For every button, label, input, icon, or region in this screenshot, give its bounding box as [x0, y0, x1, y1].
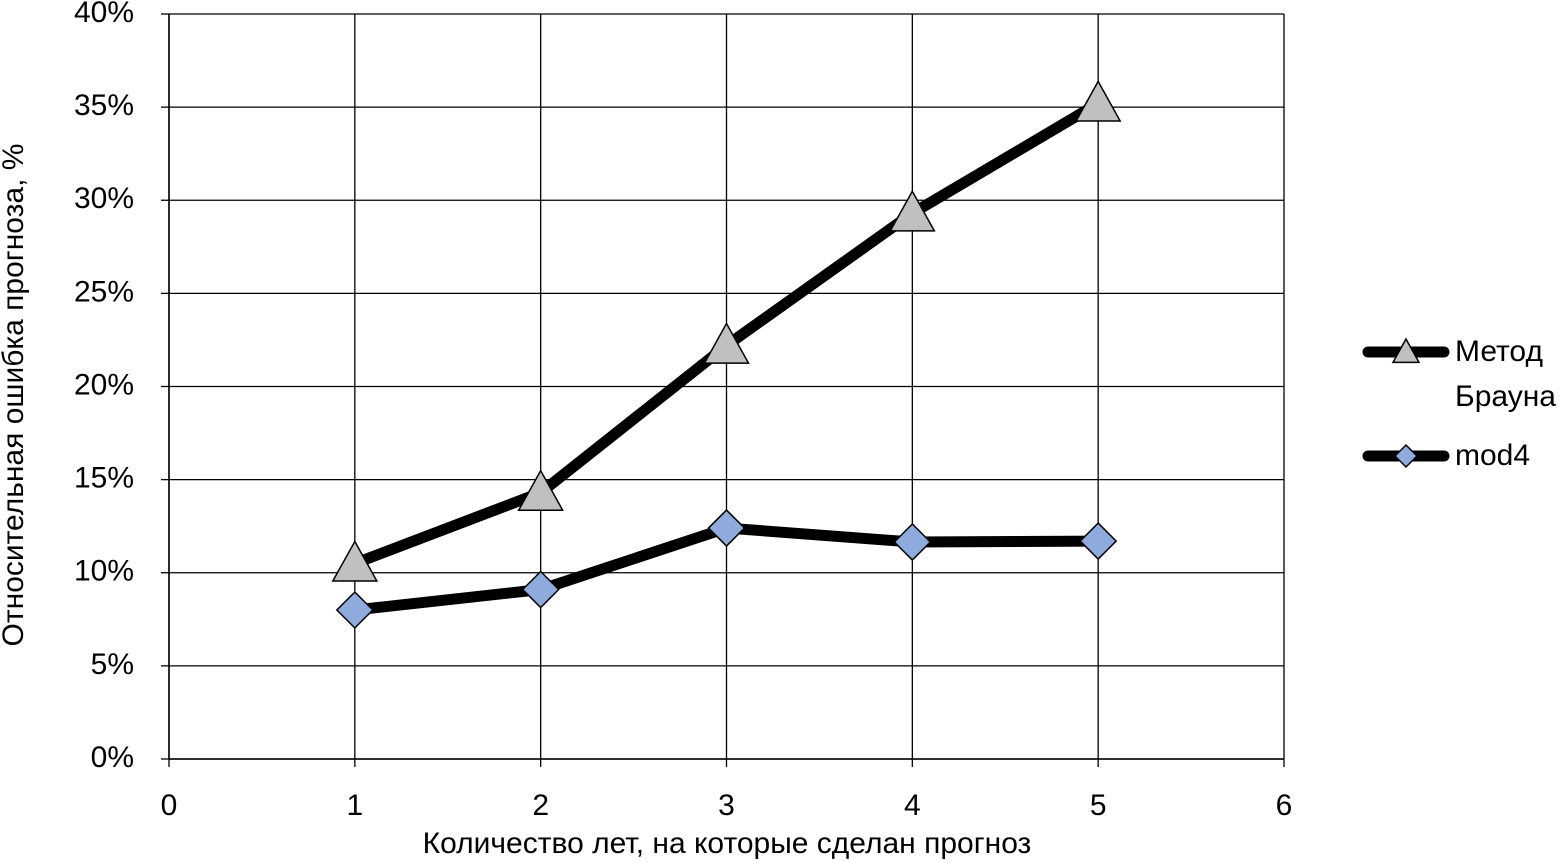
- marker: [893, 522, 932, 562]
- legend-label: Метод Брауна: [1455, 335, 1556, 413]
- y-tick-label: 10%: [74, 555, 134, 588]
- marker: [521, 570, 560, 609]
- x-tick-label: 2: [532, 789, 549, 822]
- legend-marker: [1393, 443, 1419, 469]
- x-axis-title: Количество лет, на которые сделан прогно…: [423, 827, 1032, 860]
- y-tick-label: 15%: [74, 462, 134, 495]
- y-axis-title: Относительная ошибка прогноза, %: [0, 144, 30, 647]
- marker: [517, 469, 564, 512]
- y-tick-label: 35%: [74, 89, 134, 122]
- y-tick-label: 30%: [74, 182, 134, 215]
- x-tick-label: 5: [1090, 789, 1107, 822]
- marker: [707, 508, 746, 548]
- marker: [889, 189, 936, 232]
- marker: [1074, 79, 1122, 122]
- x-tick-label: 4: [904, 789, 921, 822]
- y-tick-label: 25%: [74, 275, 134, 308]
- x-tick-label: 1: [346, 789, 363, 822]
- marker: [331, 539, 379, 582]
- legend-label: mod4: [1455, 439, 1531, 472]
- x-tick-label: 0: [161, 789, 178, 822]
- y-tick-label: 40%: [74, 0, 134, 29]
- marker: [335, 590, 374, 630]
- x-tick-label: 3: [718, 789, 735, 822]
- y-tick-label: 20%: [74, 368, 134, 401]
- y-tick-label: 5%: [91, 648, 134, 681]
- y-tick-label: 0%: [91, 741, 134, 774]
- x-tick-label: 6: [1276, 789, 1293, 822]
- marker: [1079, 522, 1118, 561]
- marker: [703, 321, 750, 364]
- legend-marker: [1391, 337, 1421, 364]
